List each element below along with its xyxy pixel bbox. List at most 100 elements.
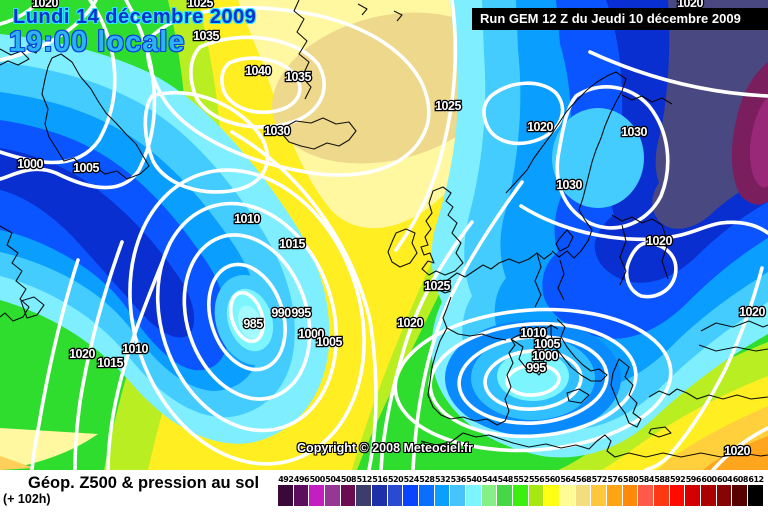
legend-swatch <box>638 485 655 506</box>
isobar-label: 1010 <box>520 326 546 340</box>
isobar-label: 1005 <box>316 335 342 349</box>
legend-cell: 540 <box>466 474 482 506</box>
isobar-contours <box>0 0 768 470</box>
legend-cell: 548 <box>497 474 513 506</box>
legend-swatch <box>309 485 326 506</box>
isobar-label: 1025 <box>435 99 461 113</box>
isobar-label: 1000 <box>532 349 558 363</box>
legend-value: 532 <box>434 475 451 484</box>
legend-cell: 516 <box>372 474 388 506</box>
legend-swatch <box>748 485 764 506</box>
legend-cell: 612 <box>748 474 764 506</box>
legend-cell: 564 <box>560 474 576 506</box>
legend-swatch <box>560 485 576 506</box>
isobar-label: 1020 <box>32 0 58 10</box>
legend-scale: 492 496 500 504 508 512 516 520 524 528 532 536 540 5… <box>278 474 764 506</box>
isobar-label: 1030 <box>621 125 647 139</box>
isobar-label: 1040 <box>245 64 271 78</box>
coastlines <box>0 0 768 458</box>
legend-cell: 576 <box>607 474 623 506</box>
legend-value: 492 <box>278 475 294 484</box>
isobar-label: 1020 <box>397 316 423 330</box>
legend-value: 500 <box>309 475 326 484</box>
isobar-label: 1035 <box>193 29 219 43</box>
legend-value: 592 <box>670 475 686 484</box>
legend-swatch <box>372 485 388 506</box>
copyright-label: Copyright © 2008 Meteociel.fr <box>297 441 473 455</box>
isobar-label: 1015 <box>279 237 305 251</box>
isobar-label: 1005 <box>73 161 99 175</box>
legend-cell: 592 <box>669 474 686 506</box>
isobar-label: 1020 <box>527 120 553 134</box>
legend-swatch <box>669 485 686 506</box>
legend-value: 496 <box>293 475 310 484</box>
legend-cell: 520 <box>387 474 404 506</box>
legend-value: 568 <box>576 475 592 484</box>
legend-swatch <box>356 485 373 506</box>
legend-value: 612 <box>748 475 764 484</box>
legend-value: 544 <box>481 475 498 484</box>
isobar-label: 1025 <box>424 279 450 293</box>
isobar-label: 1015 <box>97 356 123 370</box>
map-title: Géop. Z500 & pression au sol <box>28 474 260 492</box>
isobar-label: 1010 <box>234 212 260 226</box>
isobar-label: 1030 <box>556 178 582 192</box>
lead-time-label: (+ 102h) <box>3 492 51 506</box>
isobar-label: 990 <box>271 306 291 320</box>
legend-value: 608 <box>732 475 749 484</box>
legend-value: 548 <box>497 475 514 484</box>
legend-value: 512 <box>356 475 373 484</box>
legend-value: 572 <box>591 475 608 484</box>
isobar-label: 1010 <box>122 342 148 356</box>
legend-cell: 608 <box>732 474 748 506</box>
legend-cell: 500 <box>309 474 325 506</box>
valid-time-label: 19:00 locale <box>9 26 186 58</box>
legend-cell: 604 <box>716 474 733 506</box>
legend-value: 560 <box>544 475 561 484</box>
legend-cell: 528 <box>419 474 435 506</box>
run-banner: Run GEM 12 Z du Jeudi 10 décembre 2009 <box>472 8 768 30</box>
isobar-label: 1020 <box>69 347 95 361</box>
legend-value: 540 <box>466 475 482 484</box>
legend-cell: 560 <box>544 474 560 506</box>
legend-swatch <box>293 485 310 506</box>
legend-cell: 600 <box>701 474 717 506</box>
legend-value: 536 <box>450 475 467 484</box>
legend-swatch <box>434 485 451 506</box>
legend-cell: 572 <box>591 474 607 506</box>
legend-value: 564 <box>560 475 576 484</box>
legend-swatch <box>528 485 545 506</box>
legend-swatch <box>403 485 420 506</box>
legend-cell: 508 <box>340 474 357 506</box>
legend-value: 516 <box>372 475 388 484</box>
legend-swatch <box>732 485 749 506</box>
legend-value: 508 <box>340 475 357 484</box>
legend-value: 588 <box>654 475 670 484</box>
valid-date-label: Lundi 14 décembre 2009 <box>13 6 257 28</box>
legend-swatch <box>481 485 498 506</box>
legend-value: 600 <box>701 475 717 484</box>
legend-swatch <box>340 485 357 506</box>
isobar-label: 1020 <box>646 234 672 248</box>
legend-value: 552 <box>513 475 529 484</box>
footer-bar: Géop. Z500 & pression au sol (+ 102h) 49… <box>0 470 768 512</box>
legend-value: 556 <box>528 475 545 484</box>
isobar-label: 1035 <box>285 70 311 84</box>
legend-value: 596 <box>685 475 702 484</box>
legend-swatch <box>325 485 341 506</box>
legend-swatch <box>466 485 482 506</box>
legend-swatch <box>622 485 639 506</box>
legend-cell: 568 <box>575 474 592 506</box>
legend-cell: 492 <box>278 474 294 506</box>
legend-swatch <box>701 485 717 506</box>
isobar-label: 995 <box>291 306 311 320</box>
legend-value: 576 <box>607 475 623 484</box>
legend-cell: 544 <box>481 474 498 506</box>
legend-value: 524 <box>403 475 420 484</box>
isobar-label: 985 <box>243 317 263 331</box>
legend-cell: 584 <box>638 474 654 506</box>
legend-cell: 512 <box>356 474 372 506</box>
isobar-label: 1000 <box>17 157 43 171</box>
legend-swatch <box>450 485 467 506</box>
